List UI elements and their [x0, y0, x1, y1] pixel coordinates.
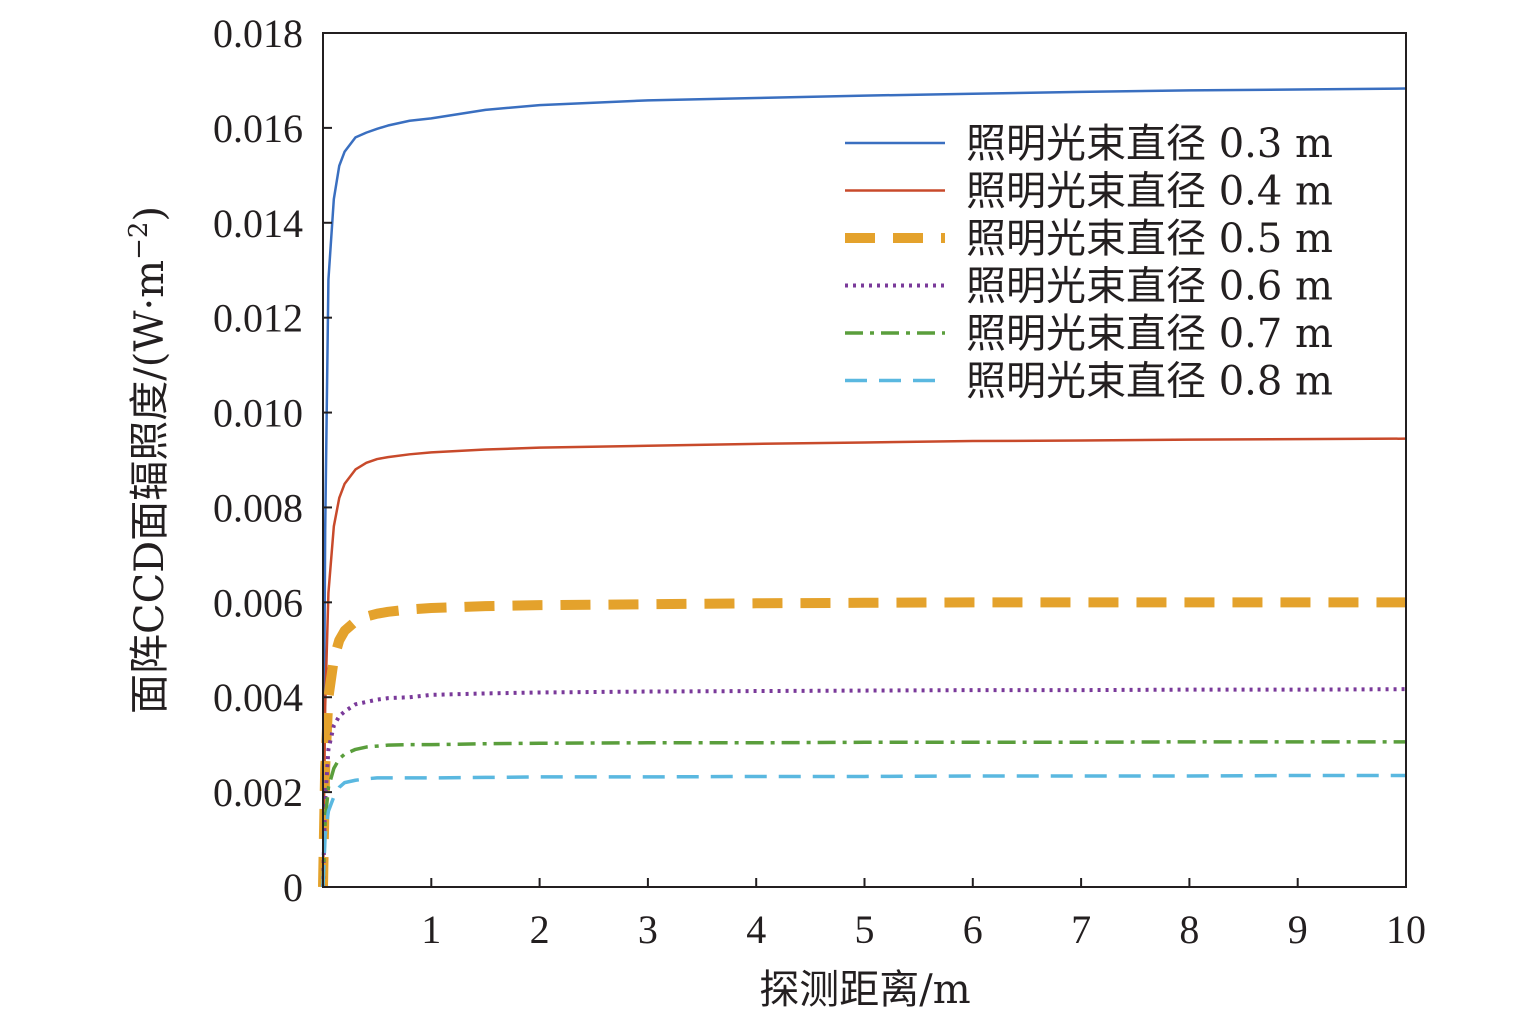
series-layer: [318, 87, 1407, 888]
x-tick-label: 2: [530, 907, 550, 952]
x-tick-label: 5: [855, 907, 875, 952]
legend-label-6: 照明光束直径 0.8 m: [966, 359, 1333, 405]
legend-label-1: 照明光束直径 0.3 m: [966, 121, 1333, 167]
legend-label-5: 照明光束直径 0.7 m: [966, 311, 1333, 357]
series-line-4: [321, 687, 1407, 888]
y-axis-title-close: ): [127, 206, 173, 222]
series-line-2: [321, 437, 1407, 888]
y-tick-label: 0.014: [213, 201, 303, 246]
y-tick-label: 0.010: [213, 391, 303, 436]
y-tick-label: 0: [283, 865, 303, 910]
series-line-3: [318, 597, 1406, 888]
x-tick-label: 8: [1179, 907, 1199, 952]
legend-label-3: 照明光束直径 0.5 m: [966, 216, 1333, 262]
x-tick-label: 3: [638, 907, 658, 952]
y-tick-label: 0.002: [213, 770, 303, 815]
x-tick-label: 9: [1288, 907, 1308, 952]
y-tick-label: 0.016: [213, 106, 303, 151]
series-line-1: [321, 87, 1407, 888]
y-axis-title: 面阵CCD面辐照度/(W·m−2): [124, 206, 173, 714]
x-tick-label: 7: [1071, 907, 1091, 952]
y-tick-label: 0.012: [213, 296, 303, 341]
series-line-6: [321, 773, 1406, 888]
x-axis-title: 探测距离/m: [759, 967, 970, 1013]
legend-label-4: 照明光束直径 0.6 m: [966, 264, 1333, 310]
y-tick-label: 0.008: [213, 485, 303, 530]
series-line-5: [321, 740, 1406, 888]
legend-label-2: 照明光束直径 0.4 m: [966, 169, 1333, 215]
tick-layer: 1 2 3 4 5 6 7 8 9 10 0 0.002 0.004 0.006 0.008 0.010 0.0…: [213, 11, 1426, 952]
y-axis-title-main: 面阵CCD面辐照度/(W·m: [127, 260, 173, 714]
x-tick-label: 4: [746, 907, 766, 952]
y-axis-title-superscript: −2: [124, 222, 154, 260]
x-tick-label: 1: [421, 907, 441, 952]
x-tick-label: 6: [963, 907, 983, 952]
y-tick-label: 0.018: [213, 11, 303, 56]
x-tick-label: 10: [1386, 907, 1426, 952]
y-tick-label: 0.004: [213, 675, 303, 720]
y-tick-label: 0.006: [213, 580, 303, 625]
